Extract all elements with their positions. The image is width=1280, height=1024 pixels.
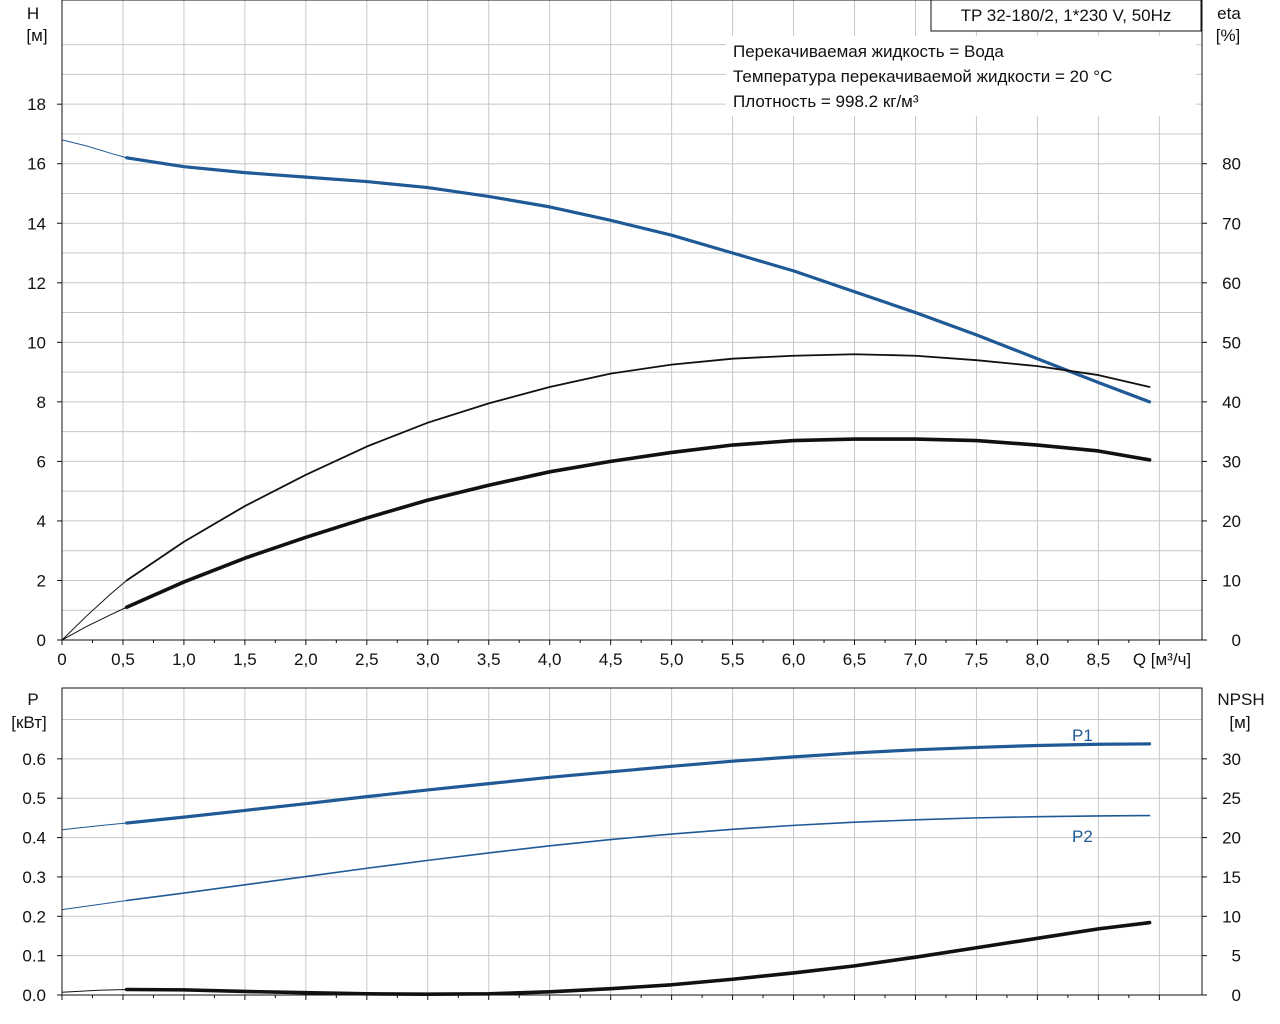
x-tick-label: 0,5 (111, 650, 135, 669)
y-left-tick-label: 0.6 (22, 750, 46, 769)
x-tick-label: 1,0 (172, 650, 196, 669)
y-left-tick-label: 2 (37, 571, 46, 590)
flow-axis-label: Q [м³/ч] (1133, 650, 1191, 669)
y-left-tick-label: 0.4 (22, 829, 46, 848)
top-panel-curves (61, 139, 1152, 641)
y-right-tick-label: 50 (1222, 333, 1241, 352)
p1-curve (125, 742, 1152, 825)
density-note: Плотность = 998.2 кг/м³ (733, 92, 919, 111)
top-curve-0-extension (61, 139, 127, 159)
liquid-info-box: Перекачиваемая жидкость = Вода Температу… (726, 36, 1196, 116)
top-curve-2-extension (61, 606, 127, 641)
x-tick-label: 8,5 (1087, 650, 1111, 669)
x-tick-label: 4,0 (538, 650, 562, 669)
y-right-tick-label: 25 (1222, 789, 1241, 808)
p2-curve (125, 814, 1151, 902)
y-left-tick-label: 4 (37, 512, 46, 531)
top-curve-1-extension (61, 580, 127, 641)
y-left-tick-label: 10 (27, 333, 46, 352)
y-right-tick-label: 0 (1232, 631, 1241, 650)
head-axis-name: H (27, 4, 39, 23)
y-right-tick-label: 20 (1222, 829, 1241, 848)
y-right-tick-label: 10 (1222, 571, 1241, 590)
x-tick-label: 1,5 (233, 650, 257, 669)
y-left-tick-label: 0.3 (22, 868, 46, 887)
model-title-box: TP 32-180/2, 1*230 V, 50Hz (930, 0, 1202, 32)
top-left-axis-label: H [м] (26, 4, 47, 45)
y-left-tick-label: 6 (37, 452, 46, 471)
y-right-tick-label: 15 (1222, 868, 1241, 887)
top-curve-0 (125, 156, 1152, 404)
x-tick-label: 4,5 (599, 650, 623, 669)
head-axis-unit: [м] (26, 26, 47, 45)
y-left-tick-label: 0.5 (22, 789, 46, 808)
y-right-tick-label: 60 (1222, 274, 1241, 293)
y-right-tick-label: 20 (1222, 512, 1241, 531)
axes-ticks: 0 0,5 1,0 1,5 2,0 2,5 3,0 3,5 4,0 4,5 5,0 5,5 6,0 6,5… (22, 95, 1241, 1005)
x-tick-label: 0 (57, 650, 66, 669)
x-tick-label: 7,5 (965, 650, 989, 669)
bottom-left-axis-label: P [кВт] (11, 690, 46, 732)
y-right-tick-label: 10 (1222, 907, 1241, 926)
y-left-tick-label: 8 (37, 393, 46, 412)
bottom-panel-grid (62, 688, 1202, 995)
x-tick-label: 6,0 (782, 650, 806, 669)
x-tick-label: 5,0 (660, 650, 684, 669)
x-tick-label: 8,0 (1026, 650, 1050, 669)
x-tick-label: 6,5 (843, 650, 867, 669)
bottom-panel-frame (61, 687, 1203, 996)
y-right-tick-label: 40 (1222, 393, 1241, 412)
npsh-axis-name: NPSH (1217, 690, 1264, 709)
y-right-tick-label: 0 (1232, 986, 1241, 1005)
y-left-tick-label: 0.1 (22, 947, 46, 966)
p2-curve-extension (61, 900, 127, 911)
y-left-tick-label: 16 (27, 155, 46, 174)
y-left-tick-label: 0.2 (22, 907, 46, 926)
y-left-tick-label: 14 (27, 214, 46, 233)
y-right-tick-label: 30 (1222, 750, 1241, 769)
liquid-note: Перекачиваемая жидкость = Вода (733, 42, 1004, 61)
y-right-tick-label: 30 (1222, 452, 1241, 471)
x-tick-label: 7,0 (904, 650, 928, 669)
y-left-tick-label: 0 (37, 631, 46, 650)
y-left-tick-label: 12 (27, 274, 46, 293)
eta-axis-unit: [%] (1216, 26, 1241, 45)
x-tick-label: 5,5 (721, 650, 745, 669)
p2-series-label: P2 (1072, 827, 1093, 846)
p1-series-label: P1 (1072, 726, 1093, 745)
y-right-tick-label: 70 (1222, 214, 1241, 233)
x-tick-label: 2,0 (294, 650, 318, 669)
bottom-right-axis-label: NPSH [м] (1217, 690, 1264, 732)
npsh-curve (124, 920, 1152, 997)
x-tick-label: 2,5 (355, 650, 379, 669)
y-left-tick-label: 0.0 (22, 986, 46, 1005)
eta-axis-name: eta (1217, 4, 1241, 23)
top-curve-2 (124, 437, 1152, 610)
y-right-tick-label: 5 (1232, 947, 1241, 966)
npsh-axis-unit: [м] (1229, 713, 1250, 732)
bottom-panel-curves (61, 742, 1152, 997)
y-right-tick-label: 80 (1222, 155, 1241, 174)
top-right-axis-label: eta [%] (1216, 4, 1242, 45)
power-axis-unit: [кВт] (11, 713, 46, 732)
x-tick-label: 3,5 (477, 650, 501, 669)
y-left-tick-label: 18 (27, 95, 46, 114)
top-curve-1 (125, 353, 1151, 582)
temperature-note: Температура перекачиваемой жидкости = 20… (733, 67, 1112, 86)
x-tick-label: 3,0 (416, 650, 440, 669)
top-panel-frame (61, 0, 1203, 641)
p1-curve-extension (61, 822, 127, 831)
power-axis-name: P (27, 690, 38, 709)
model-title: TP 32-180/2, 1*230 V, 50Hz (961, 6, 1172, 25)
npsh-curve-extension (61, 988, 127, 993)
